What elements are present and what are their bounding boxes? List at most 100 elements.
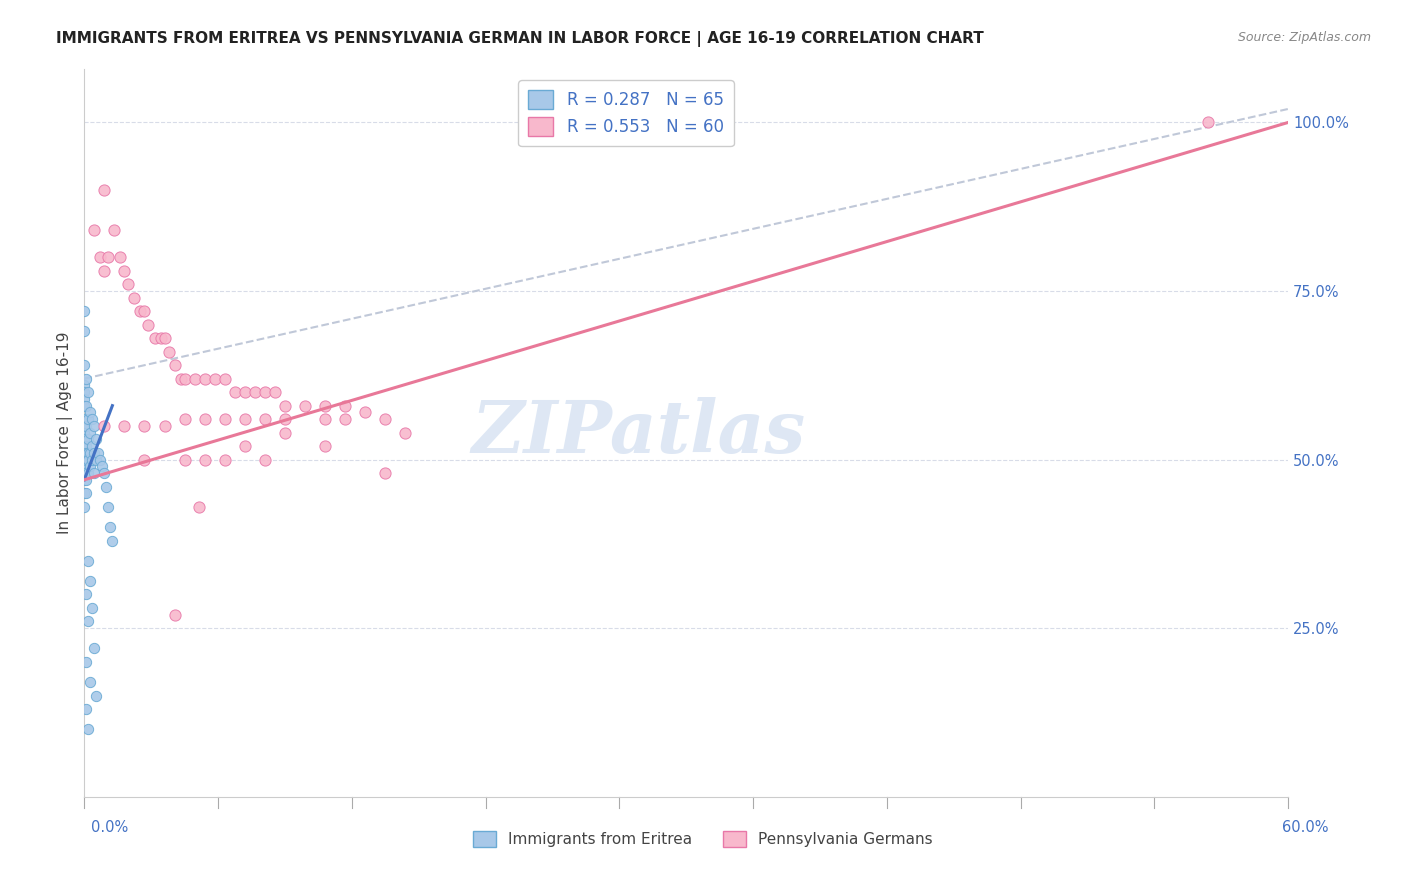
Point [91,459,114,474]
Point [153,331,176,345]
Point [82,601,104,615]
Point [75,372,97,386]
Point [79,459,101,474]
Legend: R = 0.287   N = 65, R = 0.553   N = 60: R = 0.287 N = 65, R = 0.553 N = 60 [519,80,734,146]
Point [86,689,108,703]
Point [77,723,100,737]
Point [394,425,416,440]
Point [110,250,132,264]
Point [73,425,96,440]
Point [86,433,108,447]
Point [134,418,156,433]
Text: Source: ZipAtlas.com: Source: ZipAtlas.com [1237,31,1371,45]
Point [75,452,97,467]
Point [112,418,135,433]
Point [87,446,110,460]
Point [79,405,101,419]
Point [103,223,125,237]
Point [314,412,336,426]
Text: 60.0%: 60.0% [1282,821,1329,835]
Text: IMMIGRANTS FROM ERITREA VS PENNSYLVANIA GERMAN IN LABOR FORCE | AGE 16-19 CORREL: IMMIGRANTS FROM ERITREA VS PENNSYLVANIA … [56,31,984,47]
Point [294,399,316,413]
Point [77,466,100,480]
Point [77,452,100,467]
Point [96,479,118,493]
Point [354,405,377,419]
Point [93,466,115,480]
Point [224,385,246,400]
Point [93,183,115,197]
Point [253,452,276,467]
Point [374,466,396,480]
Point [83,446,105,460]
Point [75,702,97,716]
Point [83,223,105,237]
Legend: Immigrants from Eritrea, Pennsylvania Germans: Immigrants from Eritrea, Pennsylvania Ge… [467,825,939,853]
Point [253,412,276,426]
Point [73,433,96,447]
Point [73,304,96,318]
Point [194,452,217,467]
Point [83,641,105,656]
Point [214,372,236,386]
Point [173,452,195,467]
Point [163,358,186,372]
Point [75,486,97,500]
Point [264,385,287,400]
Point [101,533,124,548]
Point [73,412,96,426]
Point [73,385,96,400]
Point [253,385,276,400]
Point [274,425,297,440]
Point [124,291,146,305]
Point [89,452,111,467]
Point [214,412,236,426]
Point [153,418,176,433]
Point [73,459,96,474]
Point [73,473,96,487]
Point [214,452,236,467]
Point [77,433,100,447]
Point [173,412,195,426]
Point [194,372,217,386]
Point [82,412,104,426]
Point [82,452,104,467]
Point [129,304,152,318]
Point [86,452,108,467]
Point [134,452,156,467]
Point [77,446,100,460]
Point [138,318,160,332]
Point [112,264,135,278]
Point [143,331,166,345]
Point [187,500,209,514]
Point [233,412,256,426]
Point [194,412,217,426]
Point [163,607,186,622]
Point [314,399,336,413]
Point [73,325,96,339]
Point [73,399,96,413]
Point [77,615,100,629]
Point [73,439,96,453]
Point [73,452,96,467]
Point [204,372,226,386]
Text: 0.0%: 0.0% [91,821,128,835]
Point [73,418,96,433]
Point [75,446,97,460]
Point [97,250,120,264]
Point [100,520,122,534]
Point [89,250,111,264]
Point [117,277,139,292]
Point [79,675,101,690]
Point [169,372,191,386]
Point [75,399,97,413]
Point [75,473,97,487]
Point [75,418,97,433]
Point [79,446,101,460]
Point [274,412,297,426]
Point [77,412,100,426]
Text: ZIPatlas: ZIPatlas [471,397,806,468]
Point [274,399,297,413]
Point [233,385,256,400]
Point [73,446,96,460]
